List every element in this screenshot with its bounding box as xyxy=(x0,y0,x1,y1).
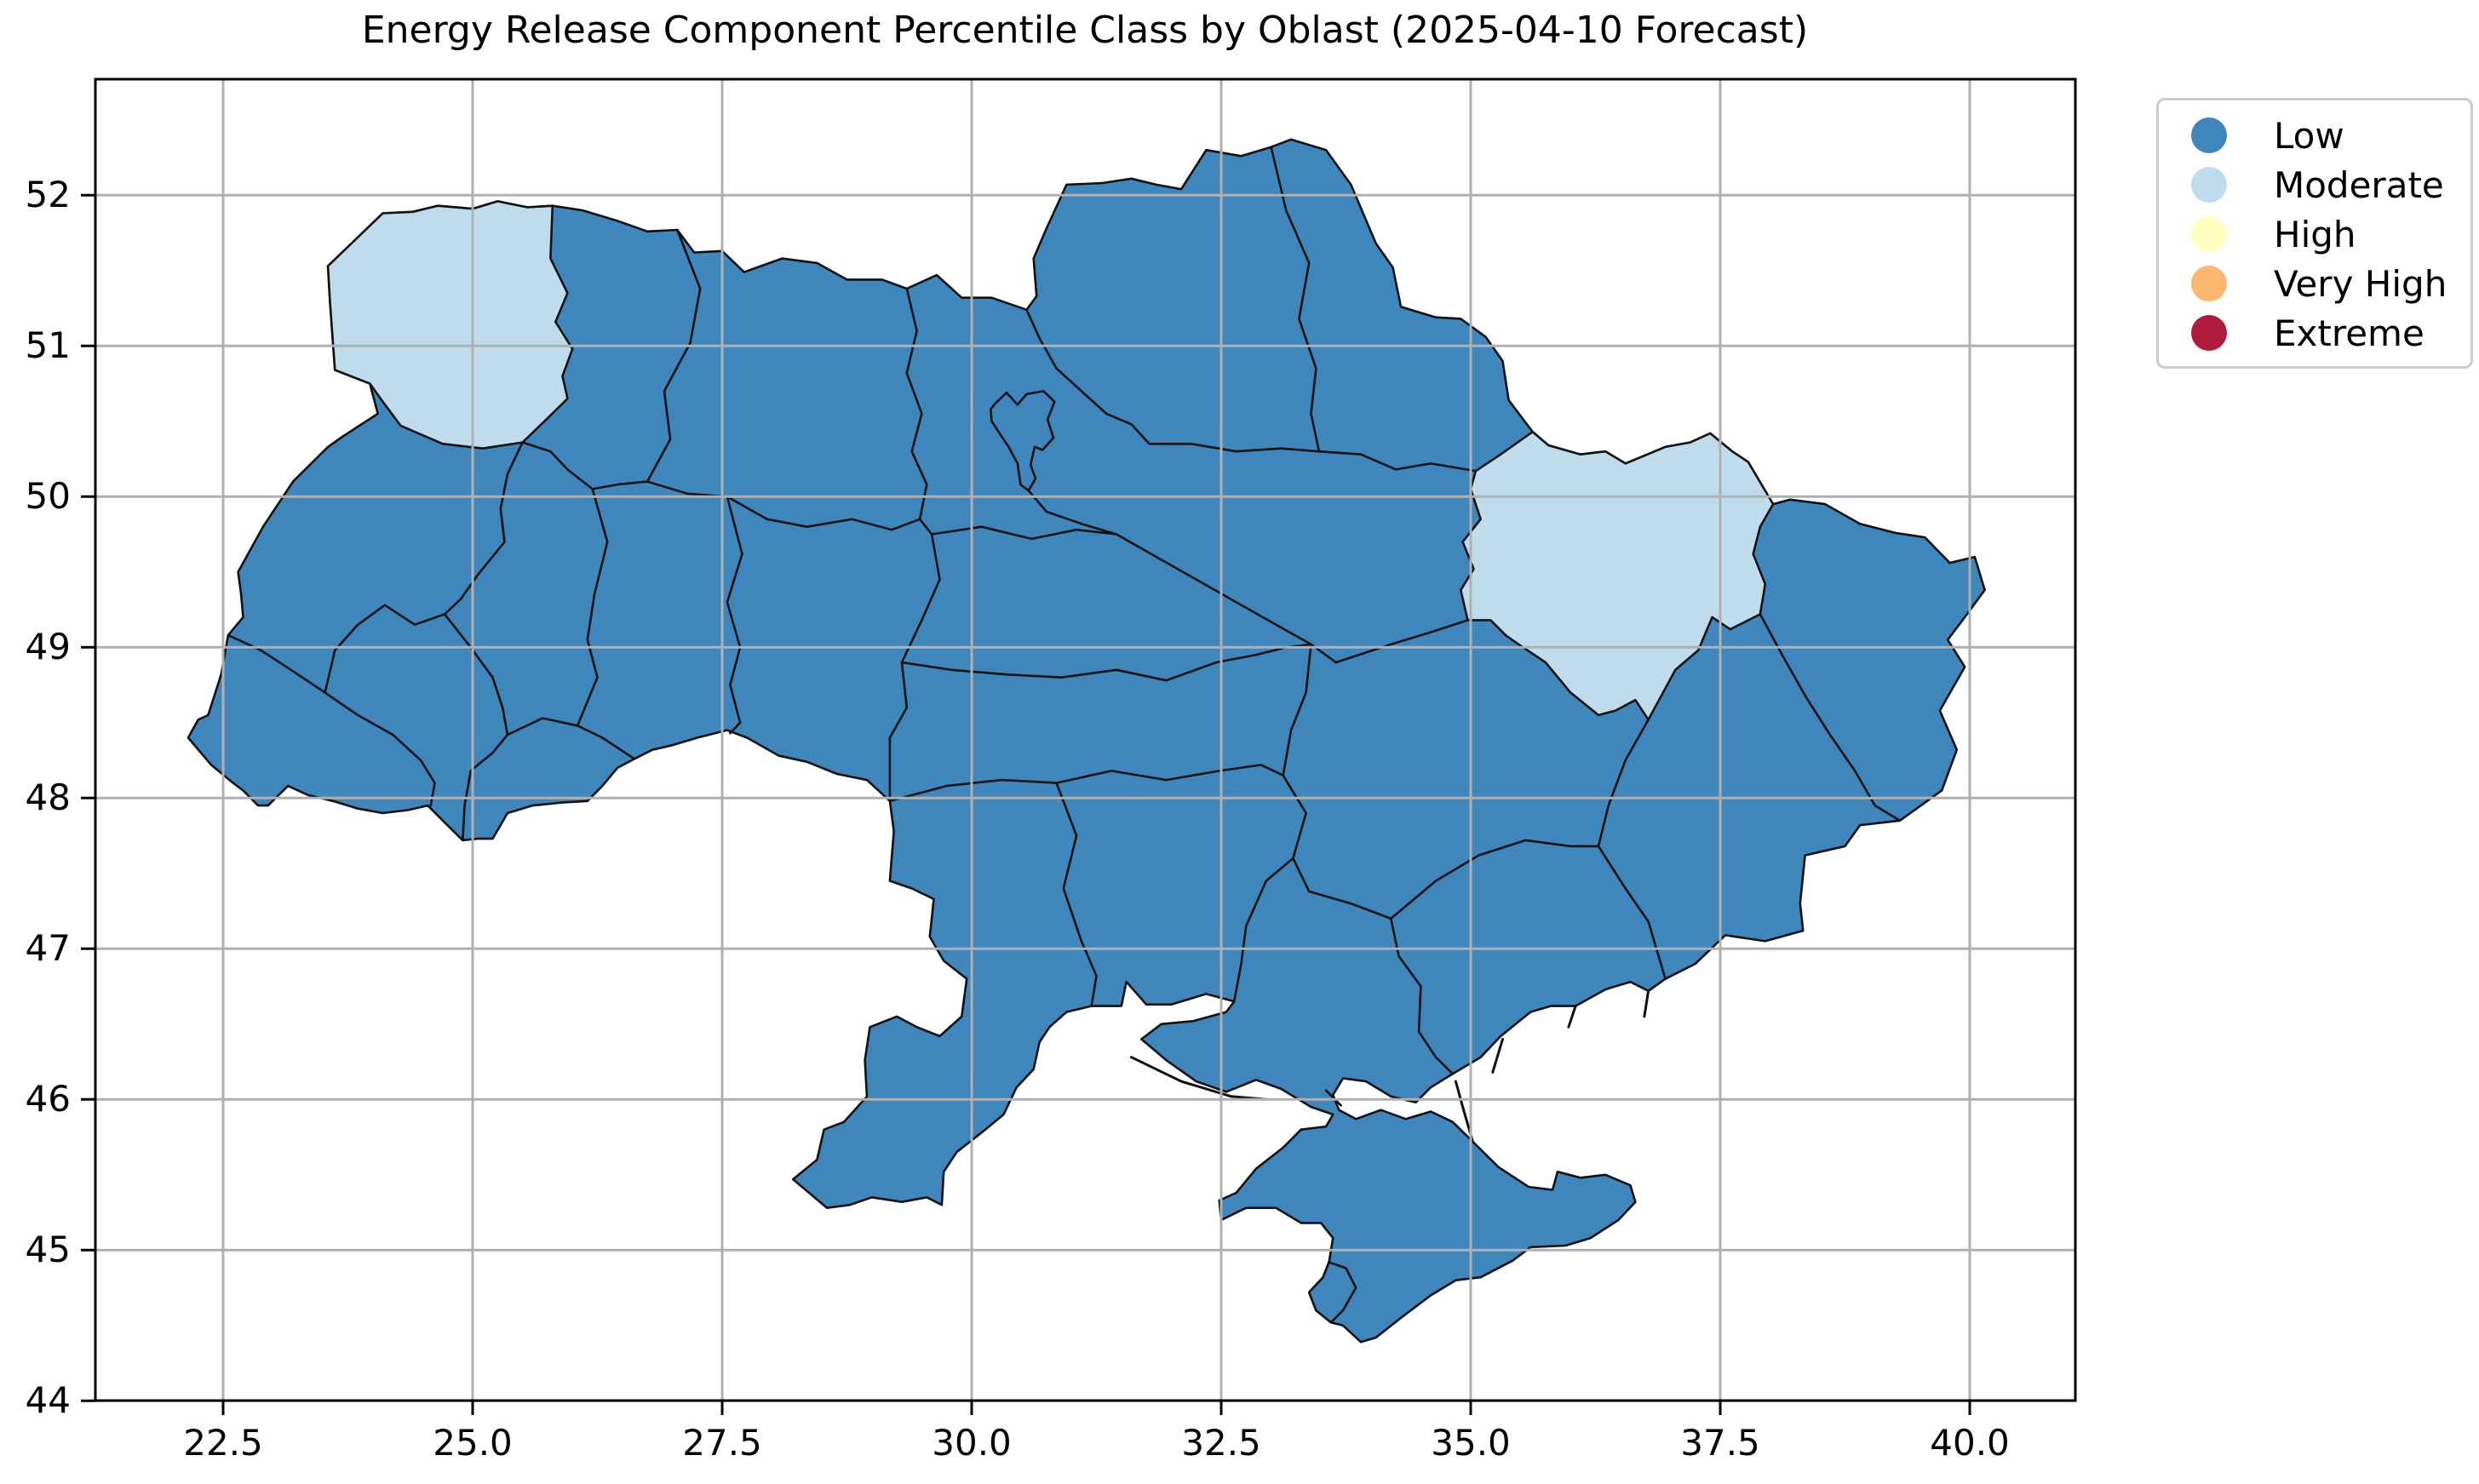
oblast-border-23 xyxy=(1055,782,1098,1007)
spit-2 xyxy=(1643,989,1650,1018)
oblast-border-25 xyxy=(1390,839,1600,920)
spit-0 xyxy=(1130,1056,1268,1101)
oblast-border-8 xyxy=(905,287,933,536)
oblast-border-21 xyxy=(1282,774,1392,920)
y-tick-label-49: 49 xyxy=(25,626,71,668)
region-sevastopol xyxy=(1307,1261,1357,1324)
spit-4 xyxy=(1567,1005,1577,1028)
oblast-border-5 xyxy=(576,488,609,727)
y-tick-label-47: 47 xyxy=(25,927,71,970)
y-tick-label-44: 44 xyxy=(25,1379,71,1422)
legend-label: Moderate xyxy=(2274,163,2444,206)
y-tick-label-50: 50 xyxy=(25,475,71,518)
y-tick-label-45: 45 xyxy=(25,1229,71,1271)
x-tick-label-32.5: 32.5 xyxy=(1181,1422,1261,1464)
legend-label: Very High xyxy=(2274,262,2447,305)
legend-item-very-high: Very High xyxy=(2191,259,2447,308)
spit-3 xyxy=(1491,1038,1504,1074)
legend-swatch-circle-icon xyxy=(2191,266,2227,301)
x-tick-label-40.0: 40.0 xyxy=(1930,1422,2010,1464)
oblast-border-9 xyxy=(646,480,921,531)
oblast-border-20 xyxy=(1282,643,1312,776)
legend-item-moderate: Moderate xyxy=(2191,160,2447,209)
legend-swatch-circle-icon xyxy=(2191,216,2227,252)
legend-swatch-circle-icon xyxy=(2191,117,2227,153)
spit-1 xyxy=(1454,1080,1474,1143)
y-tick-label-51: 51 xyxy=(25,324,71,367)
legend-item-high: High xyxy=(2191,209,2447,259)
oblast-border-15 xyxy=(1027,489,1338,664)
oblast-border-18 xyxy=(888,533,941,803)
region-volyn-moderate xyxy=(326,200,574,450)
oblast-border-7 xyxy=(521,441,649,490)
legend-item-extreme: Extreme xyxy=(2191,308,2447,358)
oblast-border-19 xyxy=(888,764,1284,803)
x-tick-label-35.0: 35.0 xyxy=(1431,1422,1511,1464)
legend-swatch-circle-icon xyxy=(2191,167,2227,203)
legend: Low Moderate High Very High Extreme xyxy=(2156,98,2474,369)
legend-item-low: Low xyxy=(2191,111,2447,160)
legend-label: Low xyxy=(2274,114,2344,157)
oblast-border-13 xyxy=(1317,450,1478,473)
legend-label: High xyxy=(2274,213,2356,255)
x-tick-label-22.5: 22.5 xyxy=(183,1422,263,1464)
oblast-border-0 xyxy=(227,633,436,807)
oblast-border-2 xyxy=(324,604,446,694)
plot-frame xyxy=(94,77,2077,1402)
y-tick-label-52: 52 xyxy=(25,174,71,216)
x-tick-label-30.0: 30.0 xyxy=(932,1422,1012,1464)
legend-swatch-circle-icon xyxy=(2191,315,2227,351)
oblast-border-14 xyxy=(930,525,1118,541)
oblast-border-11 xyxy=(1025,308,1321,453)
x-tick-label-25.0: 25.0 xyxy=(433,1422,513,1464)
oblast-border-6 xyxy=(646,228,702,483)
oblast-border-16 xyxy=(1334,619,1469,664)
y-tick-label-46: 46 xyxy=(25,1078,71,1120)
y-tick-label-48: 48 xyxy=(25,776,71,819)
oblast-border-17 xyxy=(900,643,1312,682)
legend-label: Extreme xyxy=(2274,312,2424,354)
chart-title: Energy Release Component Percentile Clas… xyxy=(361,9,1809,52)
oblast-border-22 xyxy=(1233,857,1294,1003)
x-tick-label-37.5: 37.5 xyxy=(1680,1422,1760,1464)
oblast-border-12 xyxy=(1270,146,1321,453)
oblast-border-26 xyxy=(1597,719,1650,848)
oblast-border-28 xyxy=(1759,613,1902,822)
oblast-border-27 xyxy=(1597,845,1667,980)
x-tick-label-27.5: 27.5 xyxy=(682,1422,762,1464)
region-kyiv-city xyxy=(990,390,1056,492)
oblast-border-1 xyxy=(443,441,524,616)
oblast-border-29 xyxy=(1324,1089,1342,1107)
